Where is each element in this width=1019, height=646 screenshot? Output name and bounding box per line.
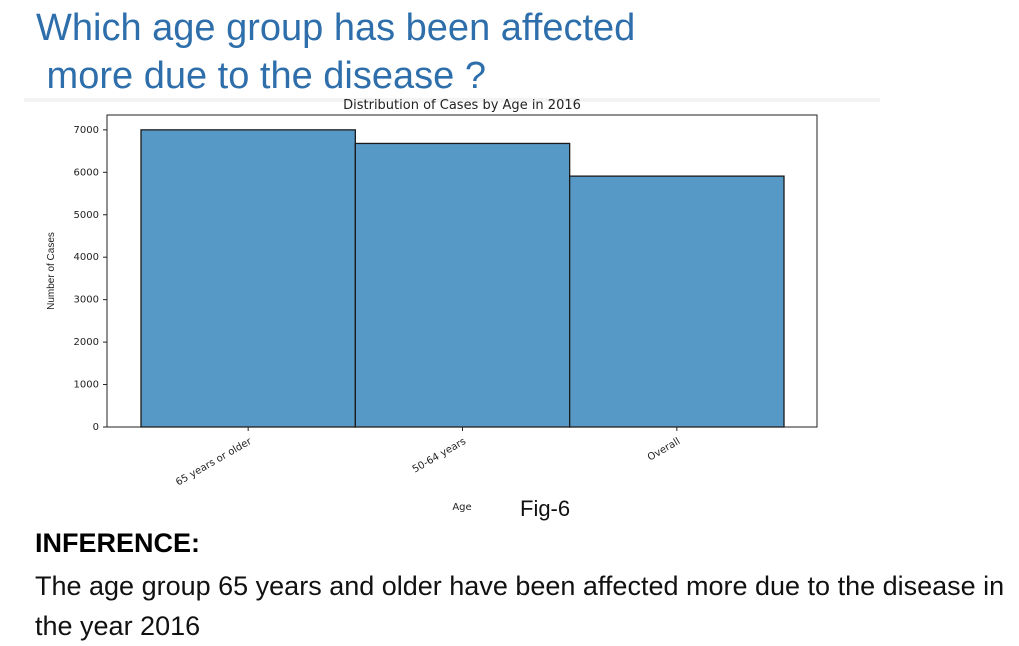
x-tick-label: 50-64 years	[411, 436, 468, 475]
y-axis-label: Number of Cases	[46, 232, 57, 310]
slide-title-line-1: Which age group has been affected	[36, 7, 636, 49]
y-tick-label: 6000	[74, 167, 99, 178]
y-tick-label: 5000	[74, 210, 99, 221]
x-tick-label: Overall	[646, 436, 682, 463]
y-tick-label: 1000	[74, 380, 99, 391]
figure-caption: Fig-6	[520, 496, 571, 521]
chart-title: Distribution of Cases by Age in 2016	[343, 98, 581, 113]
y-tick-label: 7000	[74, 125, 99, 136]
bar-65-years-or-older	[140, 129, 356, 428]
inference-text: The age group 65 years and older have be…	[35, 571, 1005, 641]
inference-heading: INFERENCE:	[35, 528, 201, 558]
slide-title: Which age group has been affected more d…	[36, 4, 635, 100]
title-divider	[24, 98, 880, 102]
bars-layer	[140, 129, 785, 428]
y-tick-label: 0	[93, 422, 99, 433]
y-tick-label: 2000	[74, 337, 99, 348]
bar-overall	[569, 175, 785, 428]
x-axis-label: Age	[452, 502, 471, 513]
x-axis: 65 years or older 50-64 years Overall	[174, 427, 682, 488]
x-tick-label: 65 years or older	[174, 436, 254, 489]
y-axis: 0 1000 2000 3000 4000 5000 6000 7000	[74, 125, 107, 433]
bar-50-64-years	[354, 142, 571, 428]
slide-title-line-2: more due to the disease ?	[36, 55, 486, 97]
y-tick-label: 3000	[74, 295, 99, 306]
y-tick-label: 4000	[74, 252, 99, 263]
